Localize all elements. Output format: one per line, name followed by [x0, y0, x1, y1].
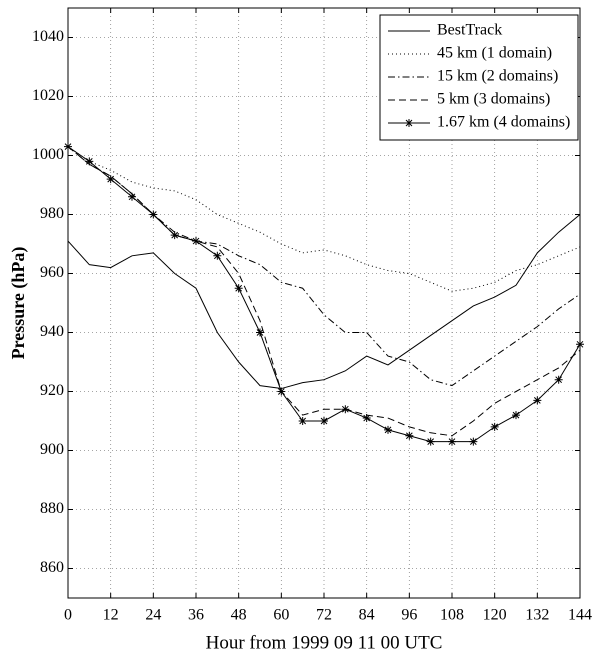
marker — [384, 425, 392, 434]
series-line — [67, 146, 581, 292]
marker — [277, 387, 286, 396]
marker — [320, 417, 328, 425]
marker — [298, 417, 307, 425]
marker — [64, 142, 72, 151]
y-axis-label: Pressure (hPa) — [8, 247, 29, 360]
x-axis-label: Hour from 1999 09 11 00 UTC — [206, 632, 443, 653]
x-tick-label: 144 — [568, 607, 592, 624]
marker — [256, 328, 264, 337]
x-tick-label: 24 — [145, 607, 161, 624]
x-tick-label: 48 — [231, 607, 247, 624]
y-tick-label: 860 — [40, 559, 64, 576]
legend-label: 45 km (1 domain) — [437, 45, 552, 62]
x-tick-label: 120 — [483, 607, 507, 624]
y-tick-label: 1000 — [32, 146, 64, 163]
marker — [341, 405, 350, 414]
legend-label: 1.67 km (4 domains) — [437, 114, 570, 131]
legend-label: 15 km (2 domains) — [437, 68, 558, 85]
marker — [490, 422, 499, 431]
legend: BestTrack 45 km (1 domain) 15 km (2 domain… — [379, 14, 579, 141]
y-tick-label: 900 — [40, 441, 64, 458]
marker — [533, 396, 542, 405]
y-tick-label: 880 — [40, 500, 64, 517]
marker — [362, 414, 371, 423]
y-tick-label: 1020 — [32, 87, 64, 104]
x-tick-label: 72 — [316, 607, 332, 624]
marker — [213, 251, 222, 260]
x-tick-label: 36 — [188, 607, 204, 624]
y-tick-label: 960 — [40, 264, 64, 281]
x-tick-label: 60 — [273, 607, 289, 624]
marker — [170, 231, 179, 240]
y-tick-label: 1040 — [32, 28, 64, 45]
marker — [405, 431, 414, 440]
x-tick-label: 108 — [440, 607, 464, 624]
marker — [85, 157, 94, 166]
marker — [234, 284, 243, 293]
legend-label: BestTrack — [437, 22, 502, 39]
series-line — [67, 146, 581, 437]
series-line — [67, 146, 581, 443]
x-tick-label: 0 — [64, 607, 72, 624]
marker — [192, 237, 200, 246]
marker — [405, 119, 413, 127]
x-tick-label: 84 — [359, 607, 375, 624]
marker — [106, 175, 115, 184]
y-tick-label: 920 — [40, 382, 64, 399]
y-tick-label: 980 — [40, 205, 64, 222]
marker — [469, 437, 478, 446]
series-line — [67, 146, 581, 387]
marker — [128, 192, 136, 201]
legend-label: 5 km (3 domains) — [437, 91, 550, 108]
marker — [448, 437, 456, 446]
plot-frame — [67, 7, 581, 599]
series-line — [67, 214, 581, 390]
marker — [576, 340, 584, 349]
x-tick-label: 12 — [103, 607, 119, 624]
marker — [426, 437, 435, 446]
y-tick-label: 940 — [40, 323, 64, 340]
marker — [554, 375, 563, 384]
marker — [149, 210, 158, 219]
marker — [512, 411, 520, 420]
x-tick-label: 96 — [401, 607, 417, 624]
x-tick-label: 132 — [525, 607, 549, 624]
